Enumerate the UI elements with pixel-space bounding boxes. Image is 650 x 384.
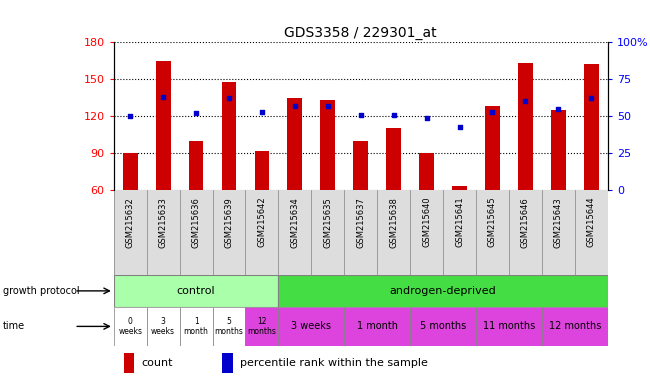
Point xyxy=(454,123,465,129)
Point xyxy=(257,109,267,115)
Bar xyxy=(551,110,566,190)
Text: GSM215643: GSM215643 xyxy=(554,197,563,248)
Bar xyxy=(542,307,608,346)
Text: 0
weeks: 0 weeks xyxy=(118,317,142,336)
Text: androgen-deprived: androgen-deprived xyxy=(390,286,497,296)
Bar xyxy=(147,307,179,346)
Text: GSM215636: GSM215636 xyxy=(192,197,201,248)
Bar xyxy=(419,153,434,190)
Bar xyxy=(213,307,246,346)
Bar xyxy=(222,82,237,190)
Bar xyxy=(255,151,269,190)
Text: 12 months: 12 months xyxy=(549,321,601,331)
Text: GSM215646: GSM215646 xyxy=(521,197,530,248)
Bar xyxy=(114,275,278,307)
Text: GSM215640: GSM215640 xyxy=(422,197,431,247)
Bar xyxy=(278,307,344,346)
Text: 12
months: 12 months xyxy=(248,317,276,336)
Point xyxy=(290,103,300,109)
Bar xyxy=(278,275,608,307)
Text: count: count xyxy=(141,358,172,368)
Text: GSM215642: GSM215642 xyxy=(257,197,266,247)
Point xyxy=(389,112,399,118)
Text: GSM215632: GSM215632 xyxy=(125,197,135,248)
Text: control: control xyxy=(177,286,215,296)
Point xyxy=(224,95,234,101)
Text: GSM215645: GSM215645 xyxy=(488,197,497,247)
Bar xyxy=(156,61,170,190)
Bar xyxy=(386,129,401,190)
Point xyxy=(191,110,202,116)
Bar xyxy=(410,307,476,346)
Text: GSM215634: GSM215634 xyxy=(291,197,300,248)
Point xyxy=(322,103,333,109)
Bar xyxy=(354,141,368,190)
Bar xyxy=(179,307,213,346)
Point xyxy=(158,94,168,100)
Point xyxy=(520,98,530,104)
Point xyxy=(421,114,432,121)
Bar xyxy=(123,153,138,190)
Point xyxy=(356,112,366,118)
Bar xyxy=(287,98,302,190)
Title: GDS3358 / 229301_at: GDS3358 / 229301_at xyxy=(285,26,437,40)
Text: GSM215637: GSM215637 xyxy=(356,197,365,248)
Text: GSM215635: GSM215635 xyxy=(323,197,332,248)
Text: GSM215633: GSM215633 xyxy=(159,197,168,248)
Bar xyxy=(344,307,410,346)
Text: 11 months: 11 months xyxy=(483,321,535,331)
Bar xyxy=(584,65,599,190)
Bar xyxy=(320,100,335,190)
Text: GSM215638: GSM215638 xyxy=(389,197,398,248)
Point xyxy=(553,106,564,112)
Text: time: time xyxy=(3,321,25,331)
Bar xyxy=(114,307,147,346)
Text: growth protocol: growth protocol xyxy=(3,286,80,296)
Text: 5
months: 5 months xyxy=(214,317,244,336)
Bar xyxy=(476,307,542,346)
Text: 3
weeks: 3 weeks xyxy=(151,317,175,336)
Text: GSM215641: GSM215641 xyxy=(455,197,464,247)
Bar xyxy=(222,353,233,373)
Bar xyxy=(124,353,135,373)
Bar xyxy=(518,63,533,190)
Text: 1
month: 1 month xyxy=(184,317,209,336)
Text: GSM215644: GSM215644 xyxy=(587,197,596,247)
Bar xyxy=(246,307,278,346)
Text: GSM215639: GSM215639 xyxy=(224,197,233,248)
Point xyxy=(488,109,498,115)
Text: 1 month: 1 month xyxy=(357,321,398,331)
Text: 3 weeks: 3 weeks xyxy=(291,321,332,331)
Bar xyxy=(452,186,467,190)
Bar xyxy=(188,141,203,190)
Text: percentile rank within the sample: percentile rank within the sample xyxy=(240,358,428,368)
Point xyxy=(125,113,135,119)
Point xyxy=(586,95,597,101)
Text: 5 months: 5 months xyxy=(420,321,466,331)
Bar xyxy=(485,106,500,190)
